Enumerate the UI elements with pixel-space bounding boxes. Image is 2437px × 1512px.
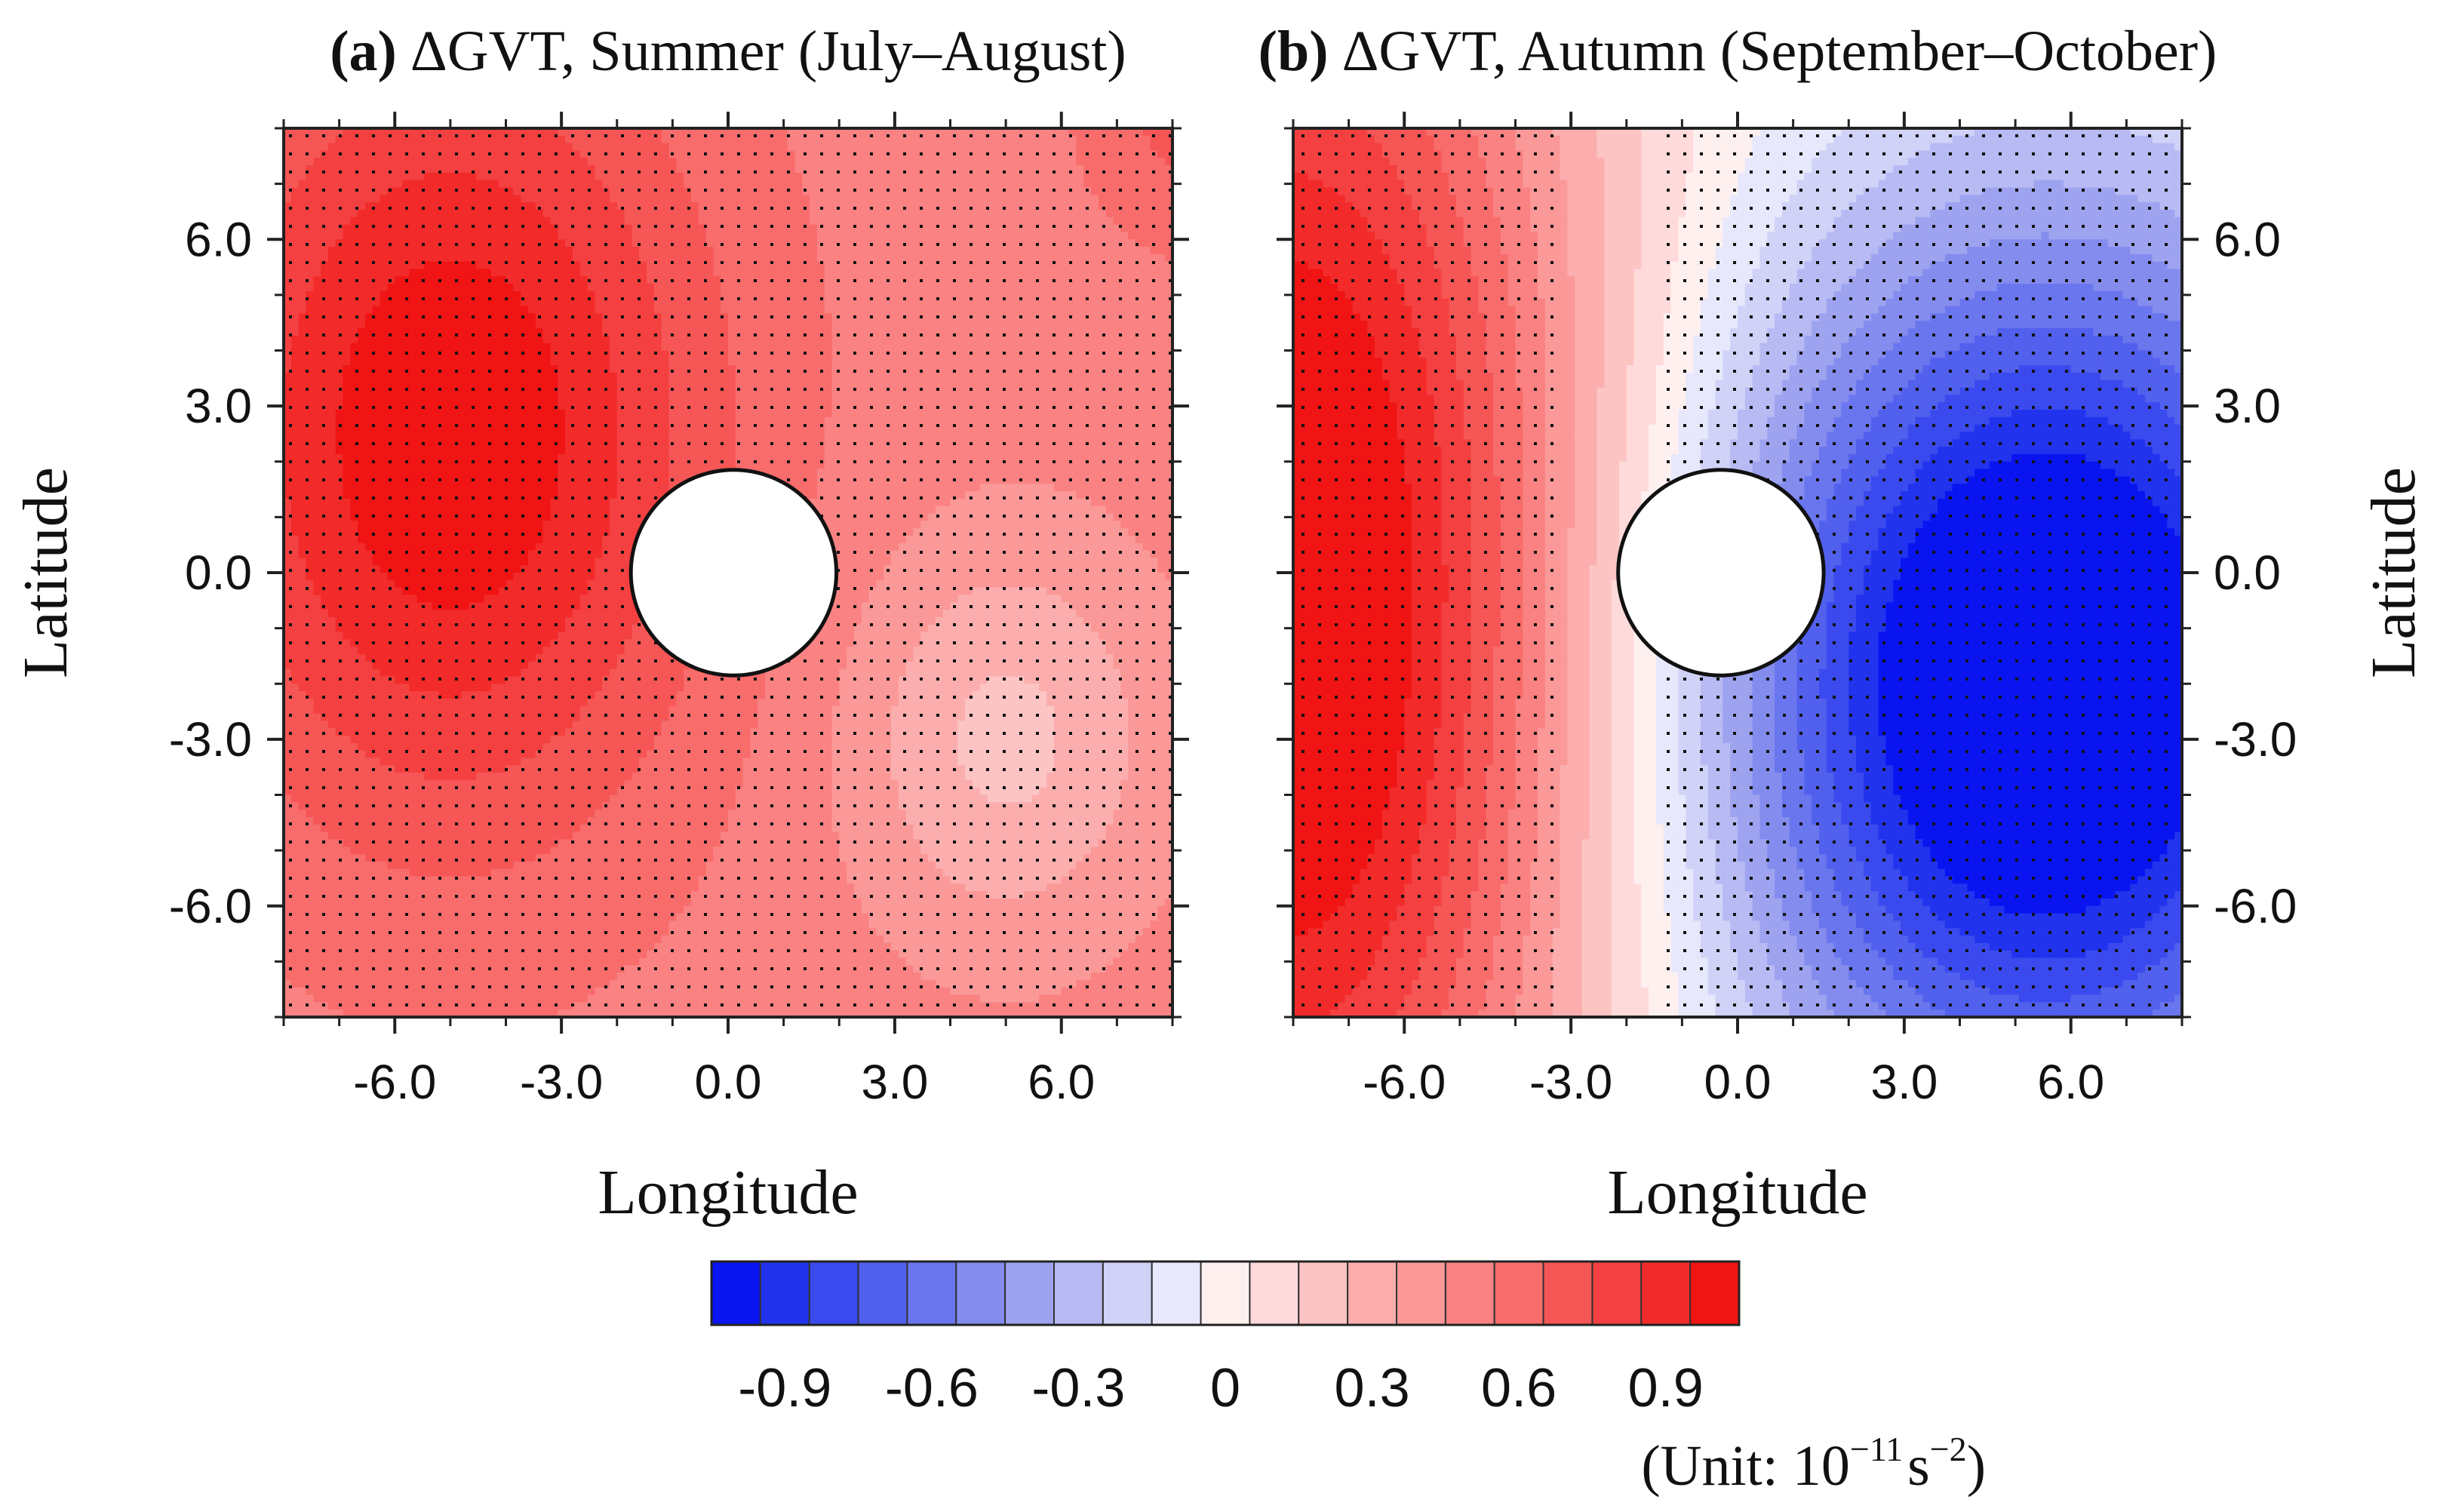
panel-a-title-text: ΔGVT, Summer (July–August) [410, 20, 1126, 83]
panel-a-title: (a) ΔGVT, Summer (July–August) [330, 20, 1126, 83]
panel-a-plot-area [284, 128, 1172, 1017]
panel-a-tag: (a) [330, 20, 397, 83]
panel-a-summer: (a) ΔGVT, Summer (July–August) -6.0 -3.0 … [11, 20, 1189, 1228]
